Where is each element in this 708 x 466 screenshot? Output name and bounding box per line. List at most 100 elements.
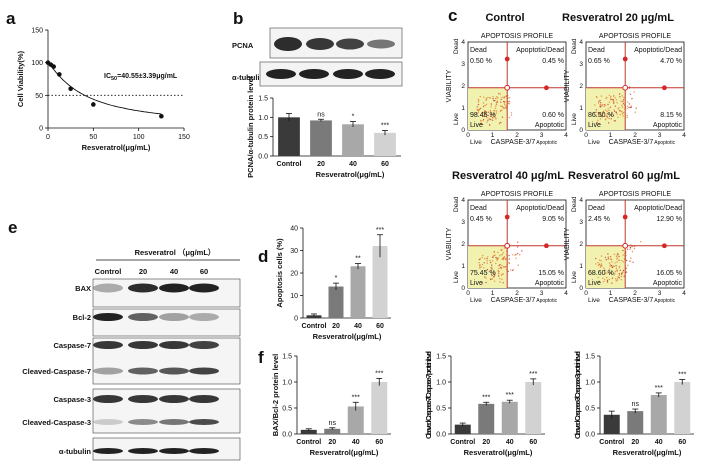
x-tick-label: 3 xyxy=(540,132,544,139)
flow-event xyxy=(490,278,492,280)
blot-band xyxy=(93,448,123,454)
x-axis-label-suffix: Apoptotic xyxy=(536,298,557,304)
bar xyxy=(650,395,667,434)
bar xyxy=(627,411,644,434)
blot-band xyxy=(128,283,158,293)
significance-label: *** xyxy=(678,371,686,378)
flow-event xyxy=(614,120,617,122)
flow-event xyxy=(487,119,489,122)
quadrant-label: Live xyxy=(588,280,601,287)
flow-event xyxy=(479,267,481,269)
y-axis-label: BAX/Bcl-2 protein level xyxy=(271,354,280,437)
y-axis-label: PCNA/α-tubulin protein level xyxy=(246,76,255,178)
flow-event xyxy=(609,256,612,258)
flow-event xyxy=(476,109,478,111)
flow-event xyxy=(627,264,629,266)
flow-event xyxy=(621,111,623,113)
flow-event xyxy=(507,270,509,273)
flow-event xyxy=(496,96,498,98)
flow-event xyxy=(478,262,480,264)
flow-event xyxy=(497,269,499,272)
blot-panel-e: Resveratrol （μg/mL） Control 20 40 60 BAX Bcl-2… xyxy=(22,247,241,461)
blot-band xyxy=(128,419,158,425)
flow-event xyxy=(498,273,500,275)
bar xyxy=(372,246,388,318)
flow-event xyxy=(619,265,621,268)
flow-event xyxy=(485,112,487,115)
flow-event xyxy=(629,247,632,249)
flow-event xyxy=(599,118,602,120)
flow-event xyxy=(482,118,485,121)
flow-event xyxy=(619,110,621,112)
blot-band xyxy=(159,283,189,293)
significance-label: *** xyxy=(352,394,360,401)
flow-event xyxy=(596,111,598,114)
y-tick-label: 0 xyxy=(461,285,465,292)
blot-label: PCNA xyxy=(232,41,254,50)
flow-event xyxy=(476,106,478,108)
flow-event xyxy=(616,279,618,282)
y-tick-label: 0 xyxy=(579,285,583,292)
blot-panel-b: PCNA α-tubulin xyxy=(232,27,403,87)
flow-event xyxy=(605,118,607,120)
flow-event xyxy=(505,257,507,260)
blot-band xyxy=(93,283,123,293)
flow-event xyxy=(478,109,480,112)
blot-row-label: α-tubulin xyxy=(59,447,92,456)
flow-event xyxy=(491,278,494,280)
flow-event xyxy=(605,276,608,279)
flow-event xyxy=(632,261,634,263)
blot-band xyxy=(159,367,189,375)
blot-band xyxy=(266,69,296,79)
quadrant-label: Dead xyxy=(588,47,605,54)
flow-event xyxy=(495,118,497,120)
fit-curve xyxy=(47,62,162,115)
blot-band xyxy=(93,395,123,403)
side-label: Live xyxy=(453,271,460,283)
flow-event xyxy=(602,281,605,283)
y-tick-label: 0 xyxy=(39,126,43,133)
x-axis-label: Resveratrol(μg/mL) xyxy=(613,448,682,457)
flow-event xyxy=(608,109,610,112)
blot-band xyxy=(306,38,334,50)
quadrant-value: 0.60 % xyxy=(542,112,564,119)
flow-event xyxy=(618,107,620,109)
flow-event xyxy=(622,254,624,256)
x-tick-label: 1 xyxy=(491,132,495,139)
flow-event xyxy=(610,118,612,120)
x-tick-label: 2 xyxy=(515,132,519,139)
flow-event xyxy=(605,109,607,111)
blot-band xyxy=(189,283,219,293)
flow-event xyxy=(615,99,618,101)
flow-event xyxy=(517,252,519,255)
flow-event xyxy=(482,120,484,122)
flow-event xyxy=(498,255,501,257)
flow-event xyxy=(626,108,628,110)
x-axis-label: Resveratrol(μg/mL) xyxy=(464,448,533,457)
bar xyxy=(674,382,691,434)
significance-label: * xyxy=(335,275,338,282)
bar xyxy=(350,266,366,318)
y-tick-label: 2 xyxy=(461,241,465,248)
quadrant-handle xyxy=(662,85,667,91)
y-axis-label: Cleaved-Caspase-7/Caspase-7 protein leve… xyxy=(424,351,433,439)
flow-plot-title: Resveratrol 60 μg/mL xyxy=(568,170,680,182)
flow-event xyxy=(495,110,498,112)
flow-event xyxy=(599,266,602,268)
flow-event xyxy=(479,265,481,267)
flow-event xyxy=(494,107,497,109)
flow-event xyxy=(503,257,505,260)
x-tick-label: 40 xyxy=(349,161,357,168)
flow-event xyxy=(622,269,625,272)
flow-event xyxy=(493,116,495,118)
flow-event xyxy=(495,256,497,259)
y-tick-label: 1.0 xyxy=(436,380,446,387)
flow-event xyxy=(605,97,607,100)
x-tick-label: 50 xyxy=(89,134,97,141)
flow-event xyxy=(499,93,501,96)
flow-event xyxy=(491,274,493,277)
x-axis-label: CASPASE-3/7Apoptotic xyxy=(491,139,558,146)
y-tick-label: 0 xyxy=(579,127,583,134)
significance-label: ns xyxy=(329,420,337,427)
